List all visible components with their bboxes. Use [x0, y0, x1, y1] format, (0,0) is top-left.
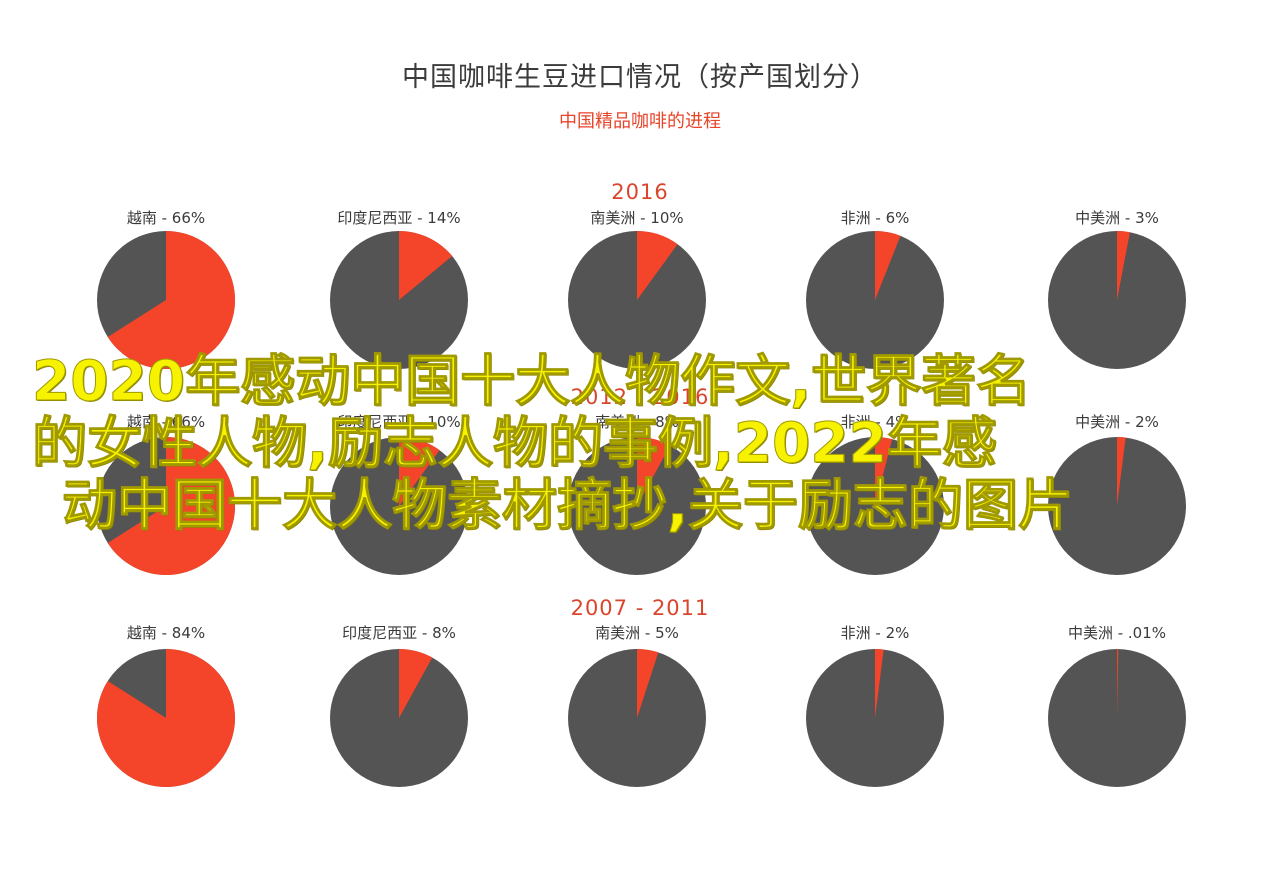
- pie-chart: [330, 231, 468, 369]
- pie-chart: [1048, 231, 1186, 369]
- pie-chart: [806, 437, 944, 575]
- pie-slice-越南: [107, 231, 235, 369]
- pie-slice-印度尼西亚: [399, 437, 440, 506]
- period-label: 2012 - 2016: [570, 385, 710, 409]
- pie-label: 非洲 - 2%: [840, 624, 910, 642]
- pie-label: 印度尼西亚 - 14%: [337, 209, 461, 227]
- pie-chart: [1048, 437, 1186, 575]
- period-label: 2016: [611, 180, 669, 204]
- pie-slice-中美洲: [1117, 231, 1130, 300]
- pie-chart: [97, 231, 235, 369]
- pie-label: 南美洲 - 5%: [595, 624, 679, 642]
- pie-slice-越南: [107, 437, 235, 575]
- pie-label: 越南 - 66%: [126, 209, 206, 227]
- chart-title: 中国咖啡生豆进口情况（按产国划分）: [402, 62, 878, 93]
- pie-chart: [330, 649, 468, 787]
- pie-label: 南美洲 - 8%: [595, 413, 679, 431]
- pie-slice-南美洲: [637, 649, 659, 718]
- pie-slice-中美洲: [1117, 648, 1119, 718]
- pie-slice-非洲: [875, 437, 893, 506]
- pie-slice-非洲: [875, 649, 884, 718]
- pie-chart: [568, 231, 706, 369]
- pie-label: 非洲 - 6%: [840, 209, 910, 227]
- pie-slice-南美洲: [637, 437, 671, 506]
- pie-slice-中美洲: [1117, 437, 1126, 506]
- period-label: 2007 - 2011: [570, 596, 710, 620]
- pie-chart: [568, 437, 706, 575]
- pie-label: 印度尼西亚 - 8%: [342, 624, 456, 642]
- pie-chart: [1048, 648, 1186, 787]
- pie-label: 越南 - 84%: [126, 624, 206, 642]
- pie-slice-南美洲: [637, 231, 678, 300]
- pie-chart: [330, 437, 468, 575]
- pie-chart: [806, 231, 944, 369]
- pie-chart: [97, 437, 235, 575]
- pie-chart: [96, 649, 235, 787]
- pie-slice-印度尼西亚: [399, 231, 453, 300]
- pie-label: 印度尼西亚 - 10%: [337, 413, 461, 431]
- pie-chart: [806, 649, 944, 787]
- pie-label: 中美洲 - .01%: [1067, 624, 1167, 642]
- pie-slice-非洲: [875, 231, 901, 300]
- pie-label: 中美洲 - 3%: [1075, 209, 1159, 227]
- pie-label: 越南 - 66%: [126, 413, 206, 431]
- pie-slice-越南: [96, 649, 235, 787]
- pie-chart: [568, 649, 706, 787]
- pie-label: 南美洲 - 10%: [590, 209, 684, 227]
- chart-subtitle: 中国精品咖啡的进程: [559, 111, 721, 132]
- pie-label: 非洲 - 4%: [840, 413, 910, 431]
- pie-slice-印度尼西亚: [399, 649, 433, 718]
- pie-label: 中美洲 - 2%: [1075, 413, 1159, 431]
